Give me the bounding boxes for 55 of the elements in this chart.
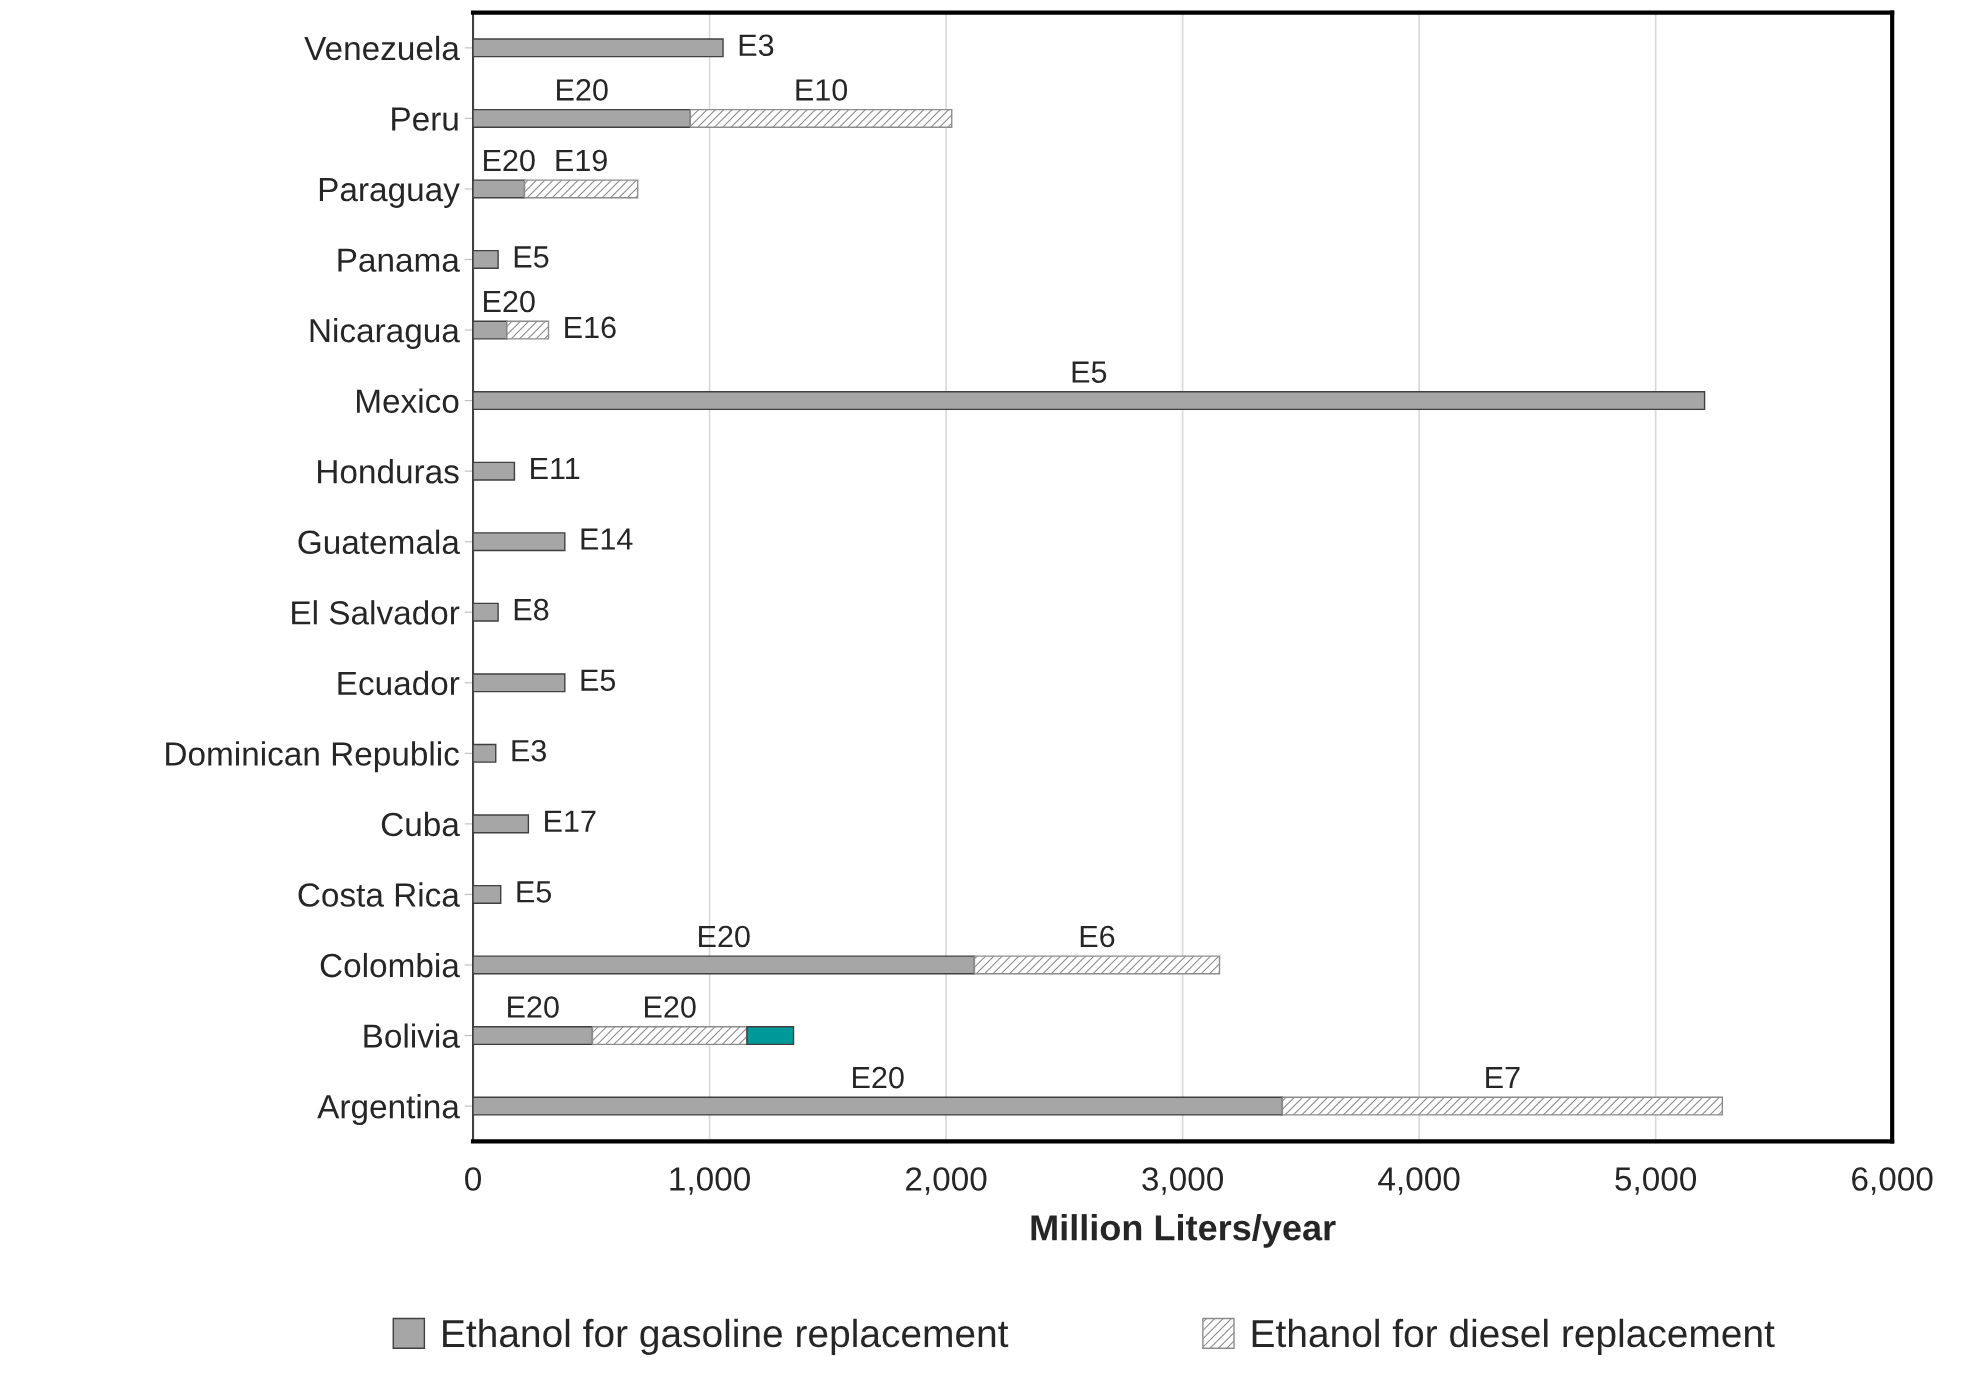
y-tick-label: Mexico [357, 388, 459, 413]
data-label: E20 [853, 1066, 904, 1089]
y-tick-label: Venezuela [304, 35, 460, 61]
x-tick-label: 2,000 [906, 1167, 987, 1195]
data-label: E8 [514, 598, 549, 621]
data-label: E20 [508, 996, 559, 1018]
y-tick-label: Ecuador [338, 670, 460, 696]
data-label: E3 [739, 34, 774, 57]
data-label: E14 [581, 528, 633, 550]
y-tick-label: Cuba [381, 811, 460, 837]
data-label: E7 [1486, 1067, 1520, 1089]
bar [591, 1026, 748, 1046]
data-label: E20 [484, 149, 535, 172]
data-label: E16 [565, 316, 616, 339]
y-tick-label: Bolivia [364, 1023, 460, 1048]
bar [689, 108, 953, 128]
legend-label: Ethanol for diesel replacement [1252, 1318, 1775, 1356]
data-label: E5 [514, 246, 549, 268]
data-label: E20 [699, 925, 750, 948]
data-label: E20 [645, 996, 696, 1018]
bar [1281, 1096, 1724, 1116]
data-label: E20 [557, 79, 608, 101]
y-tick-label: Argentina [317, 1094, 460, 1126]
data-label: E5 [1072, 361, 1107, 383]
x-tick-label: 6,000 [1852, 1167, 1933, 1195]
y-tick-label: Paraguay [319, 178, 460, 208]
bar [506, 320, 550, 340]
y-tick-label: Nicaragua [310, 317, 460, 350]
y-tick-label: El Salvador [292, 600, 460, 625]
y-tick-label: Guatemala [298, 529, 460, 555]
x-tick-label: 5,000 [1615, 1167, 1697, 1195]
data-label: E19 [556, 149, 607, 172]
x-axis-title: Million Liters/year [1031, 1214, 1336, 1248]
y-tick-label: Dominican Republic [166, 741, 459, 773]
y-tick-label: Colombia [320, 952, 460, 978]
x-tick-label: 4,000 [1378, 1167, 1460, 1195]
bar [523, 179, 639, 199]
x-tick-label: 3,000 [1142, 1167, 1224, 1195]
data-label: E10 [796, 79, 848, 101]
data-label: E20 [484, 290, 535, 313]
y-tick-label: Honduras [318, 459, 459, 484]
x-tick-label: 0 [465, 1167, 482, 1191]
bar [973, 955, 1221, 975]
data-label: E3 [512, 739, 546, 762]
data-label: E17 [545, 810, 596, 832]
data-label: E6 [1080, 925, 1115, 948]
y-tick-label: Costa Rica [298, 882, 460, 907]
x-tick-label: 1,000 [670, 1167, 750, 1195]
bar [746, 1026, 795, 1046]
data-label: E11 [531, 458, 580, 480]
y-tick-label: Panama [338, 248, 460, 272]
legend-label: Ethanol for gasoline replacement [443, 1318, 1009, 1356]
data-label: E5 [517, 881, 551, 903]
data-label: E5 [581, 669, 616, 691]
y-tick-label: Peru [392, 107, 458, 131]
